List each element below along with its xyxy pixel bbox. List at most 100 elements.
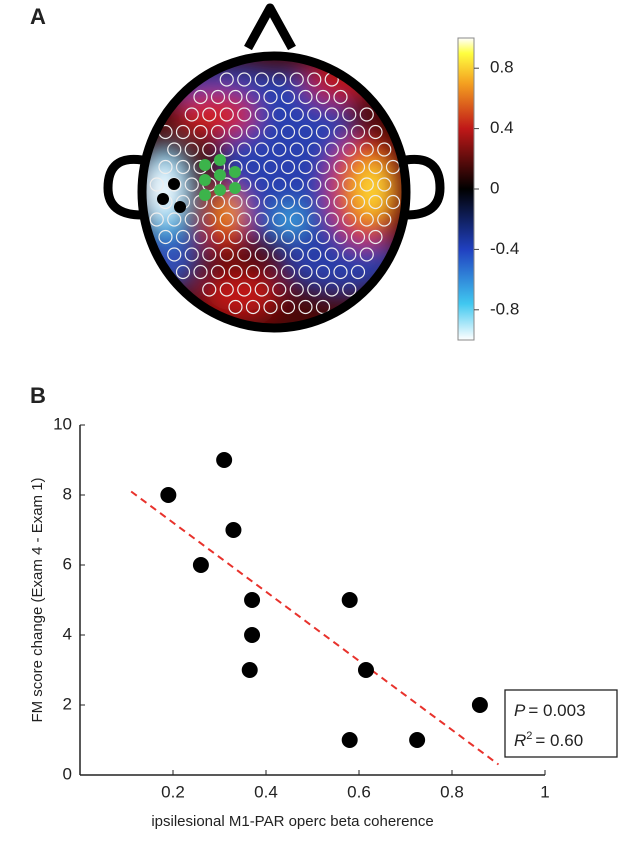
electrode bbox=[219, 212, 234, 227]
electrode bbox=[298, 89, 313, 105]
electrode bbox=[184, 247, 199, 262]
electrode bbox=[324, 247, 339, 262]
annotation-symbol: R bbox=[514, 731, 526, 750]
electrode bbox=[342, 247, 357, 262]
annotation: P = 0.003 bbox=[514, 701, 586, 720]
data-point bbox=[216, 452, 233, 468]
electrode bbox=[263, 264, 278, 280]
electrode bbox=[333, 159, 348, 175]
electrode bbox=[324, 212, 339, 227]
annotation-box bbox=[504, 689, 618, 758]
colorbar-tick-label: 0 bbox=[490, 178, 499, 197]
electrode bbox=[158, 159, 173, 175]
electrode bbox=[175, 264, 191, 280]
electrode bbox=[280, 124, 296, 140]
electrode bbox=[272, 107, 287, 122]
electrode bbox=[350, 194, 366, 210]
y-tick-label: 0 bbox=[63, 764, 72, 783]
electrode bbox=[219, 282, 234, 297]
electrode bbox=[280, 299, 296, 315]
electrode bbox=[350, 159, 366, 175]
electrode bbox=[315, 229, 331, 245]
electrode bbox=[342, 212, 357, 227]
electrode bbox=[368, 159, 383, 175]
electrode bbox=[350, 264, 366, 280]
electrode bbox=[333, 264, 348, 280]
electrode bbox=[324, 107, 339, 122]
electrode bbox=[210, 229, 226, 245]
electrode bbox=[350, 124, 366, 140]
electrode bbox=[228, 194, 243, 210]
electrode bbox=[359, 247, 374, 262]
electrode bbox=[175, 124, 191, 140]
electrode bbox=[245, 159, 261, 175]
fit-line bbox=[130, 490, 500, 766]
colorbar bbox=[457, 37, 475, 341]
data-point bbox=[341, 732, 358, 748]
electrode bbox=[385, 194, 401, 210]
electrode bbox=[237, 282, 252, 297]
annotation-sup: 2 bbox=[526, 730, 532, 742]
electrode bbox=[280, 194, 296, 210]
electrode bbox=[272, 72, 287, 87]
electrode bbox=[237, 142, 252, 157]
electrode bbox=[289, 142, 304, 157]
electrode bbox=[368, 124, 383, 140]
electrode bbox=[333, 89, 348, 105]
electrode bbox=[228, 89, 243, 105]
electrode bbox=[149, 177, 164, 192]
electrode bbox=[289, 72, 304, 87]
electrode bbox=[289, 107, 304, 122]
electrode bbox=[149, 212, 164, 227]
electrode bbox=[377, 142, 392, 157]
electrode bbox=[193, 264, 208, 280]
electrode bbox=[324, 142, 339, 157]
electrode bbox=[210, 264, 226, 280]
panel-label: A bbox=[30, 4, 46, 29]
electrode bbox=[298, 264, 313, 280]
electrode bbox=[167, 142, 182, 157]
electrode bbox=[377, 212, 392, 227]
electrode bbox=[289, 282, 304, 297]
electrode bbox=[219, 142, 234, 157]
x-tick-label: 1 bbox=[540, 782, 549, 801]
data-point bbox=[357, 662, 374, 678]
annotation-symbol: P bbox=[514, 701, 526, 720]
electrode bbox=[184, 142, 199, 157]
electrode bbox=[315, 264, 331, 280]
electrode bbox=[219, 72, 234, 87]
electrode bbox=[359, 212, 374, 227]
electrode bbox=[280, 89, 296, 105]
electrode bbox=[245, 229, 261, 245]
data-point bbox=[160, 487, 177, 503]
electrode bbox=[228, 299, 243, 315]
electrode bbox=[342, 142, 357, 157]
electrode bbox=[254, 212, 269, 227]
electrode bbox=[298, 124, 313, 140]
electrode bbox=[237, 72, 252, 87]
annotation: R2 = 0.60 bbox=[514, 730, 583, 751]
electrode bbox=[307, 177, 322, 192]
electrode bbox=[298, 194, 313, 210]
data-point bbox=[409, 732, 426, 748]
electrode bbox=[298, 299, 313, 315]
x-axis-label: ipsilesional M1-PAR operc beta coherence bbox=[151, 813, 433, 830]
electrode bbox=[210, 124, 226, 140]
electrode bbox=[202, 142, 217, 157]
electrode bbox=[333, 124, 348, 140]
electrode bbox=[245, 264, 261, 280]
electrode bbox=[315, 89, 331, 105]
electrode bbox=[263, 159, 278, 175]
electrode bbox=[350, 229, 366, 245]
electrode bbox=[280, 229, 296, 245]
electrode bbox=[245, 89, 261, 105]
y-tick-label: 10 bbox=[53, 414, 72, 433]
electrode bbox=[307, 212, 322, 227]
electrode bbox=[280, 264, 296, 280]
electrode bbox=[184, 212, 199, 227]
electrode bbox=[254, 177, 269, 192]
colorbar-tick-label: -0.8 bbox=[490, 299, 519, 318]
annotation-text: = 0.003 bbox=[528, 701, 585, 720]
electrode bbox=[289, 212, 304, 227]
